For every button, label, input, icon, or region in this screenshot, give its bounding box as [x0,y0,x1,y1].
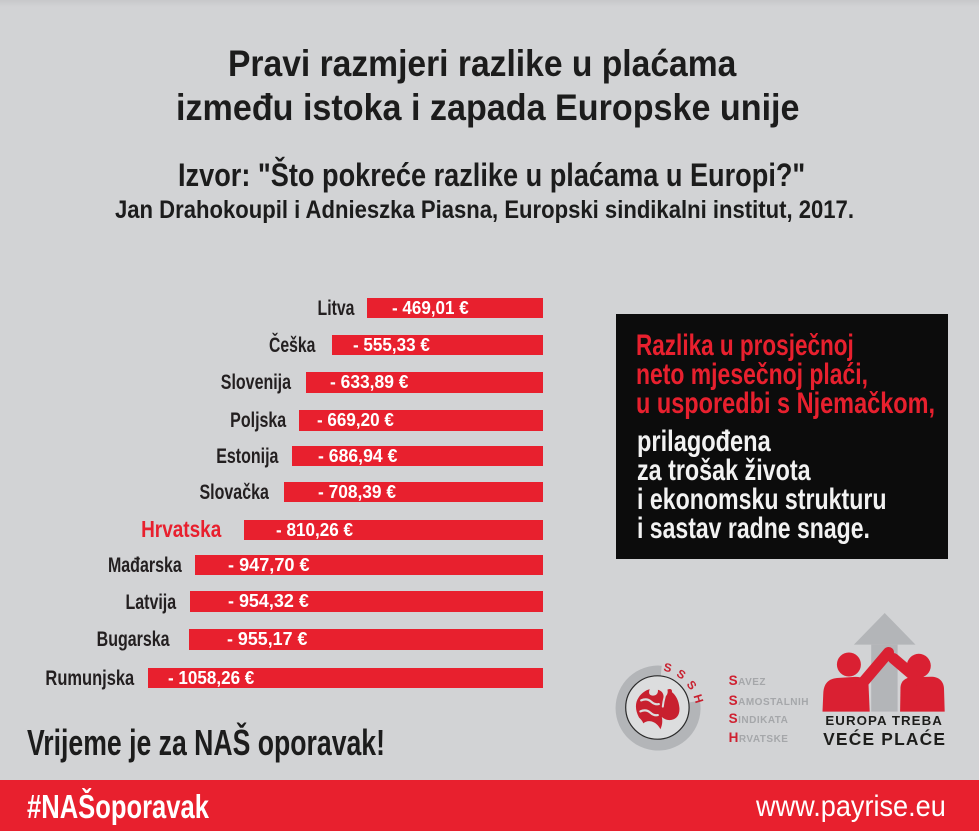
svg-text:S: S [674,666,688,682]
svg-text:H: H [690,693,706,705]
svg-text:S: S [684,678,700,693]
svg-text:S: S [662,660,673,675]
